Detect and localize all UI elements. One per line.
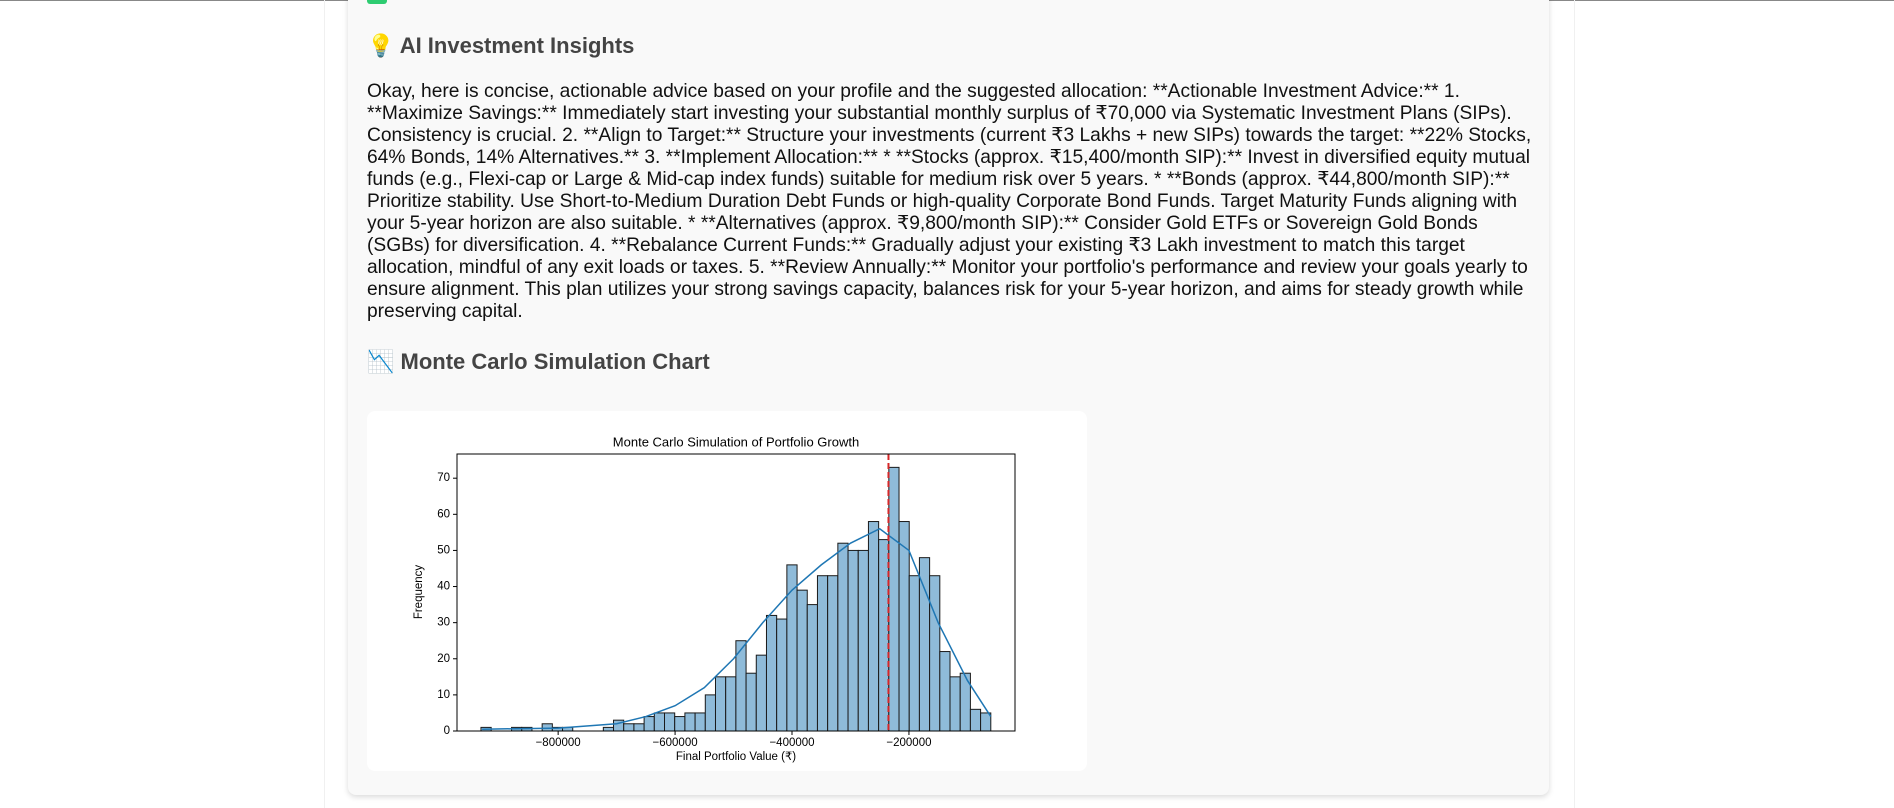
bar — [969, 708, 982, 732]
y-tick-label: 0 — [444, 725, 450, 737]
bar — [725, 676, 737, 732]
x-tick-label: −600000 — [653, 737, 698, 749]
section-title: 💡 AI Investment Insights — [367, 33, 635, 58]
bar — [888, 466, 900, 732]
bar — [602, 726, 615, 732]
kde-line — [482, 527, 992, 730]
bar — [776, 618, 788, 732]
bar — [898, 521, 910, 732]
bar — [816, 575, 829, 732]
bar — [939, 651, 951, 732]
bar — [704, 694, 716, 732]
y-tick-label: 10 — [437, 689, 450, 701]
bar — [796, 589, 808, 732]
x-axis-label: Final Portfolio Value (₹) — [676, 751, 796, 763]
bar — [714, 676, 727, 732]
insights-text: Okay, here is concise, actionable advice… — [367, 81, 1532, 322]
plot-frame — [456, 453, 1016, 732]
section-title: 📉 Monte Carlo Simulation Chart — [367, 349, 710, 374]
y-tick-label: 20 — [437, 653, 450, 665]
x-tick-label: −800000 — [536, 737, 581, 749]
bar — [755, 654, 767, 732]
y-tick-label: 50 — [437, 544, 450, 556]
bar — [837, 542, 849, 732]
bar — [745, 672, 757, 732]
y-tick-label: 40 — [437, 581, 450, 593]
bar — [643, 716, 655, 732]
bar — [878, 539, 890, 732]
bar — [541, 723, 553, 732]
y-tick-label: 60 — [437, 508, 450, 520]
bar — [929, 575, 941, 732]
bar — [949, 676, 961, 732]
bar — [847, 549, 859, 732]
chart: Monte Carlo Simulation of Portfolio Grow… — [413, 434, 1016, 763]
bar — [806, 604, 818, 732]
bar — [980, 712, 992, 732]
bar — [633, 723, 645, 732]
bar — [827, 575, 839, 732]
bar — [867, 521, 880, 732]
bar — [694, 712, 706, 732]
chart-title: Monte Carlo Simulation of Portfolio Grow… — [613, 434, 859, 449]
bar — [684, 712, 696, 732]
icon — [367, 0, 387, 4]
bar — [653, 712, 666, 732]
chart-card: Monte Carlo Simulation of Portfolio Grow… — [367, 411, 1087, 771]
frame — [324, 0, 1575, 808]
y-tick-label: 70 — [437, 472, 450, 484]
bar — [857, 549, 869, 732]
bar — [664, 712, 676, 732]
y-axis-label: Frequency — [413, 565, 425, 620]
bar — [765, 614, 778, 732]
x-tick-label: −200000 — [886, 737, 931, 749]
bar — [623, 723, 635, 732]
y-tick-label: 30 — [437, 617, 450, 629]
bar — [908, 575, 920, 732]
x-tick-label: −400000 — [769, 737, 814, 749]
bar — [918, 557, 931, 732]
bar — [674, 716, 686, 732]
